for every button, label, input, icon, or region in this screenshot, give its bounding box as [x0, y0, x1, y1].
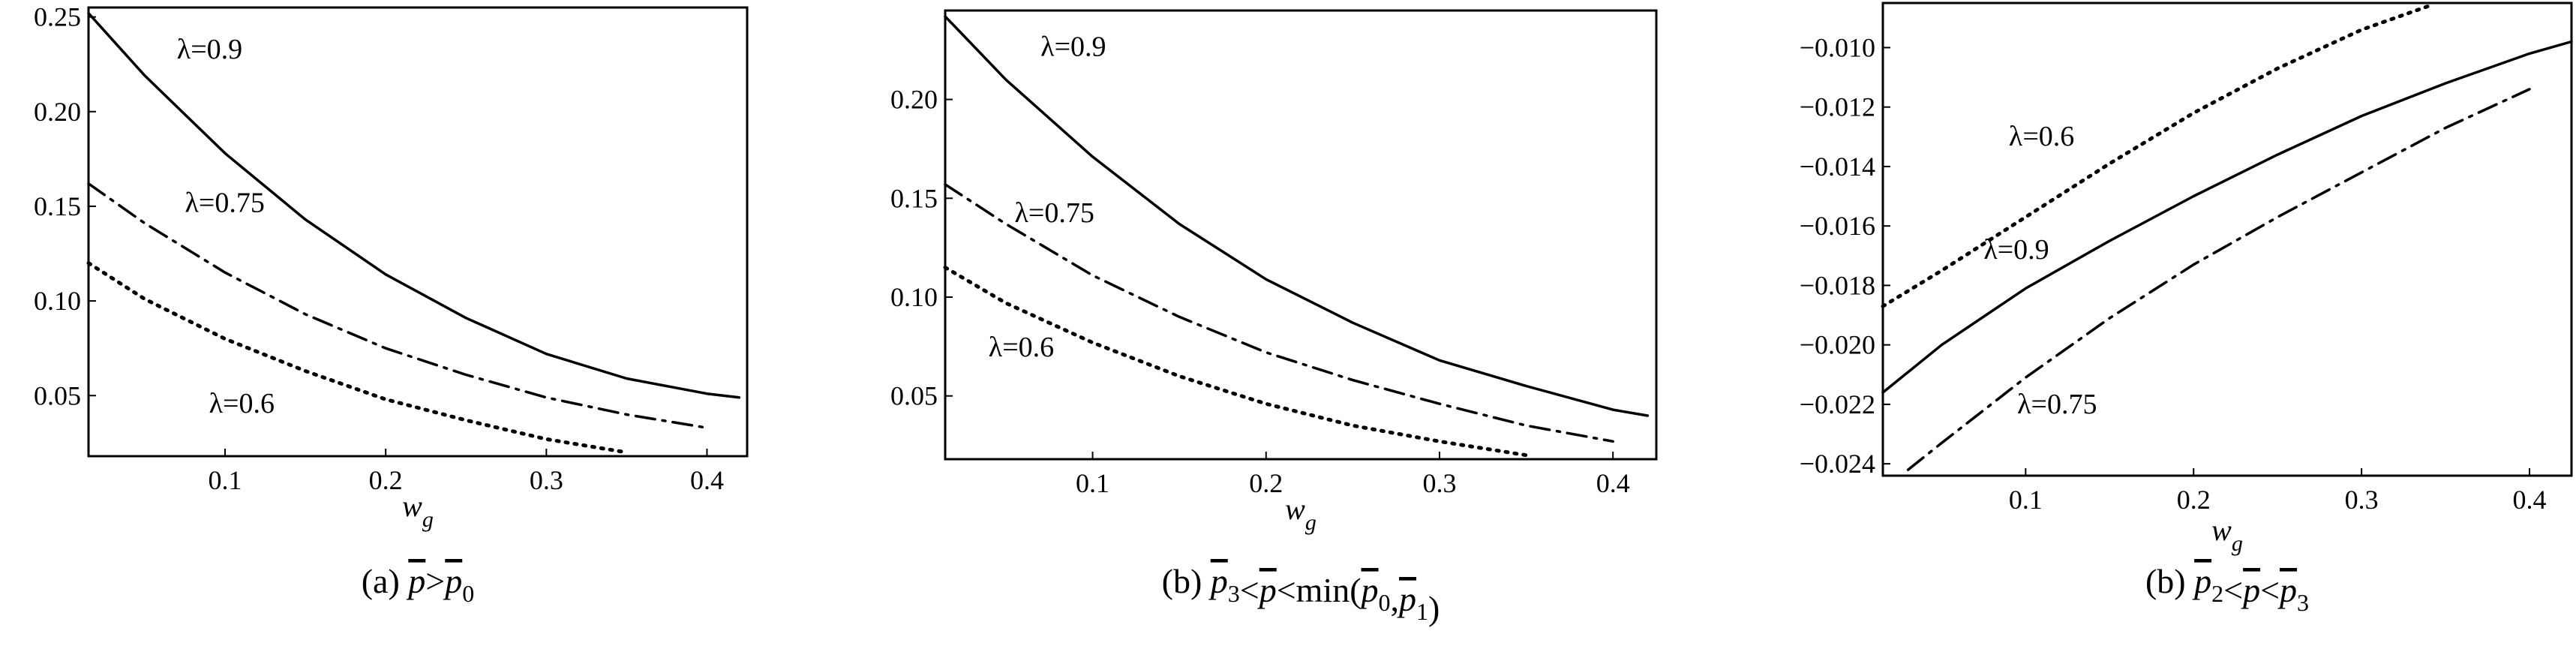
series-label: λ=0.6	[2009, 121, 2074, 152]
y-tick-label: 0.10	[890, 282, 938, 312]
x-tick-label: 0.2	[2177, 485, 2211, 515]
y-tick-label: −0.022	[1800, 389, 1875, 419]
x-axis-label: wg	[402, 489, 434, 532]
series-label: λ=0.75	[1014, 197, 1094, 229]
x-tick-label: 0.4	[2513, 485, 2547, 515]
series-label: λ=0.6	[989, 332, 1054, 363]
y-tick-label: 0.20	[890, 85, 938, 115]
series-label: λ=0.75	[185, 188, 264, 219]
series-label: λ=0.9	[1040, 32, 1106, 63]
plot-frame	[1881, 2, 2573, 477]
y-tick-label: −0.012	[1800, 92, 1875, 122]
x-tick-label: 0.3	[530, 465, 563, 495]
y-tick-label: 0.20	[34, 97, 81, 127]
chart-c: 0.1 0.2 0.3 0.4 −0.024 −0.022 −0.020 −0.018 −0.0…	[1800, 2, 2573, 616]
series-label: λ=0.9	[177, 34, 242, 65]
series-line	[1881, 40, 2573, 394]
caption: (b) p3<p<min(p0,p1)	[1162, 562, 1440, 627]
x-tick-label: 0.1	[2009, 485, 2043, 515]
series-line	[944, 183, 1614, 443]
x-tick-label: 0.3	[1422, 468, 1456, 498]
x-tick-label: 0.4	[1596, 468, 1630, 498]
caption: (b) p2<p<p3	[2145, 562, 2309, 616]
series-line	[87, 182, 709, 429]
chart-b: 0.1 0.2 0.3 0.4 0.05 0.10 0.15 0.20 λ=0.9 λ=0.75 λ…	[890, 9, 1658, 627]
y-tick-label: 0.15	[890, 183, 938, 213]
plot-frame	[87, 6, 749, 458]
x-tick-label: 0.1	[1076, 468, 1109, 498]
x-tick-label: 0.2	[369, 465, 403, 495]
y-tick-label: −0.016	[1800, 211, 1875, 241]
series-line	[943, 266, 1529, 458]
x-tick-label: 0.1	[209, 465, 242, 495]
series-label: λ=0.9	[1983, 234, 2049, 266]
y-tick-label: 0.10	[34, 286, 81, 316]
x-tick-label: 0.3	[2345, 485, 2379, 515]
y-tick-label: −0.024	[1800, 449, 1875, 479]
plot-frame	[944, 9, 1658, 461]
caption: (a) p>p0	[362, 562, 475, 607]
y-tick-label: −0.014	[1800, 152, 1875, 182]
series-line	[944, 15, 1650, 417]
x-tick-label: 0.4	[690, 465, 724, 495]
series-label: λ=0.6	[209, 388, 275, 419]
series-label: λ=0.75	[2017, 389, 2097, 420]
y-tick-label: 0.15	[34, 191, 81, 221]
y-tick-label: −0.020	[1800, 330, 1875, 360]
x-tick-label: 0.2	[1249, 468, 1283, 498]
series-line	[87, 11, 741, 399]
x-axis-label: wg	[1285, 492, 1317, 535]
series-line	[1881, 4, 2431, 308]
y-tick-label: −0.018	[1800, 270, 1875, 300]
y-tick-label: −0.010	[1800, 32, 1875, 62]
chart-a: 0.1 0.2 0.3 0.4 0.05 0.10 0.15 0.20 0.25 λ=0.9 λ=0…	[34, 2, 749, 607]
y-tick-label: 0.05	[34, 380, 81, 410]
y-tick-label: 0.25	[34, 2, 81, 32]
series-line	[86, 261, 629, 455]
series-line	[1906, 88, 2531, 471]
x-axis-label: wg	[2211, 513, 2243, 556]
y-tick-label: 0.05	[890, 381, 938, 411]
